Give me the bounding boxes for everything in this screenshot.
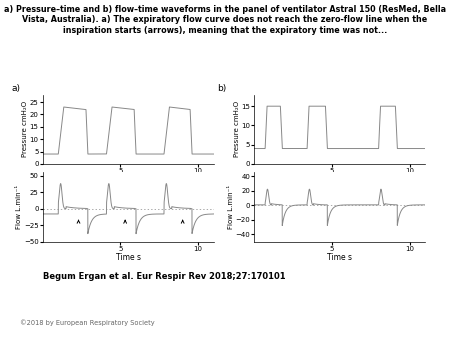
X-axis label: Time s: Time s — [327, 253, 352, 262]
Y-axis label: Pressure cmH₂O: Pressure cmH₂O — [234, 101, 240, 158]
Y-axis label: Flow L.min⁻¹: Flow L.min⁻¹ — [228, 185, 234, 229]
Y-axis label: Flow L.min⁻¹: Flow L.min⁻¹ — [17, 185, 22, 229]
Y-axis label: Pressure cmH₂O: Pressure cmH₂O — [22, 101, 28, 158]
X-axis label: Time s: Time s — [116, 175, 141, 185]
Text: Begum Ergan et al. Eur Respir Rev 2018;27:170101: Begum Ergan et al. Eur Respir Rev 2018;2… — [43, 272, 285, 281]
Text: a): a) — [12, 84, 21, 93]
X-axis label: Time s: Time s — [116, 253, 141, 262]
Text: a) Pressure–time and b) flow–time waveforms in the panel of ventilator Astral 15: a) Pressure–time and b) flow–time wavefo… — [4, 5, 446, 35]
Text: ©2018 by European Respiratory Society: ©2018 by European Respiratory Society — [20, 319, 155, 326]
Text: b): b) — [216, 84, 226, 93]
X-axis label: Time s: Time s — [327, 175, 352, 185]
